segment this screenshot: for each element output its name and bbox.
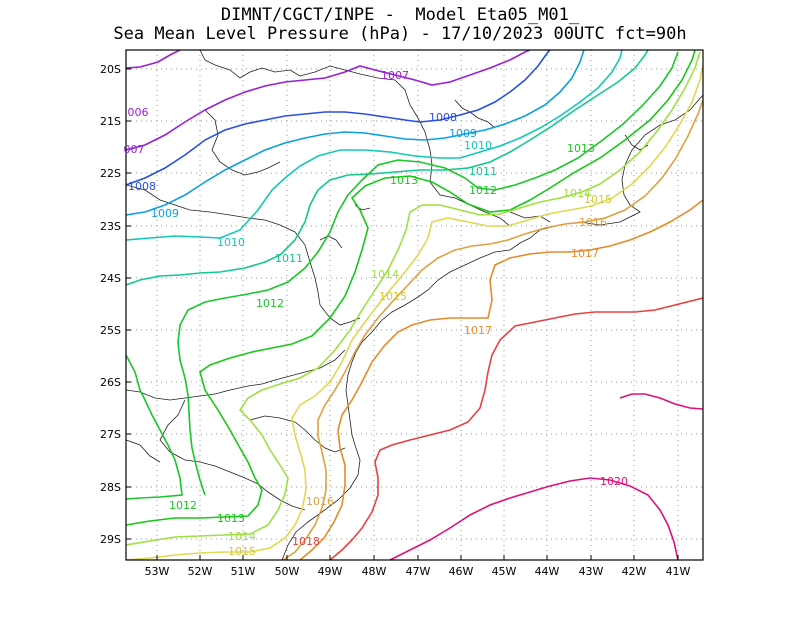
y-tick-label: 25S (100, 324, 121, 337)
isobar-label: 1010 (464, 139, 492, 152)
x-tick-label: 43W (579, 565, 604, 578)
x-tick-label: 46W (449, 565, 474, 578)
isobar-label: 1017 (464, 324, 492, 337)
x-tick-label: 44W (535, 565, 560, 578)
chart-title: DIMNT/CGCT/INPE - Model Eta05_M01_ Sea M… (0, 6, 800, 44)
isobar-1006 (126, 50, 181, 69)
isobar-1006-b (126, 50, 531, 151)
isobar-label: 1013 (390, 174, 418, 187)
isobar-1011 (126, 50, 649, 286)
isobar-1014 (126, 51, 701, 546)
isobar-1016 (282, 99, 703, 560)
isobar-label: 1011 (469, 165, 497, 178)
x-tick-labels: 53W 52W 51W 50W 49W 48W 47W 46W 45W 44W … (145, 565, 691, 578)
y-tick-label: 24S (100, 272, 121, 285)
isobar-label: 1008 (429, 111, 457, 124)
y-tick-label: 20S (100, 63, 121, 76)
isobar-1009 (126, 50, 585, 216)
x-tick-label: 42W (622, 565, 647, 578)
isobar-label: 1007 (381, 69, 409, 82)
isobar-label: 1020 (600, 475, 628, 488)
isobar-label: 1014 (228, 530, 256, 543)
isobar-label: 1015 (228, 545, 256, 558)
isobar-label: 1018 (292, 535, 320, 548)
isobar-label: 1017 (571, 247, 599, 260)
isobar-1020-b (619, 393, 703, 410)
x-tick-label: 52W (188, 565, 213, 578)
isobar-1015 (126, 64, 703, 560)
x-tick-label: 48W (362, 565, 387, 578)
y-tick-label: 23S (100, 220, 121, 233)
isobar-label: 1013 (217, 512, 245, 525)
y-tick-labels: 20S 21S 22S 23S 24S 25S 26S 27S 28S 29S (100, 63, 121, 546)
isobar-label: 006 (128, 106, 149, 119)
y-tick-label: 26S (100, 376, 121, 389)
title-line-1: DIMNT/CGCT/INPE - Model Eta05_M01_ (220, 5, 580, 25)
isobar-1020 (389, 477, 679, 560)
coastline-and-borders (126, 50, 703, 560)
x-tick-label: 49W (318, 565, 343, 578)
x-tick-label: 51W (231, 565, 256, 578)
tick-marks (126, 68, 679, 560)
y-tick-label: 27S (100, 428, 121, 441)
isobar-labels: 006 007 1007 1008 1008 1009 1009 1010 10… (124, 69, 629, 558)
isobar-label: 1013 (567, 142, 595, 155)
y-tick-label: 21S (100, 115, 121, 128)
isobar-label: 1012 (256, 297, 284, 310)
isobar-1013 (126, 50, 696, 526)
x-tick-label: 45W (492, 565, 517, 578)
isobars (126, 50, 703, 560)
isobar-label: 1015 (379, 290, 407, 303)
isobar-label: 1016 (306, 495, 334, 508)
isobar-1017 (299, 199, 703, 560)
isobar-1012-b (177, 51, 679, 496)
isobar-label: 1010 (217, 236, 245, 249)
title-line-2: Sea Mean Level Pressure (hPa) - 17/10/20… (113, 24, 687, 44)
isobar-label: 1012 (169, 499, 197, 512)
isobar-label: 1011 (275, 252, 303, 265)
isobar-1008 (126, 50, 551, 186)
x-tick-label: 50W (275, 565, 300, 578)
isobar-label: 007 (124, 143, 145, 156)
x-tick-label: 53W (145, 565, 170, 578)
plot-frame (125, 49, 704, 561)
isobar-label: 1009 (151, 207, 179, 220)
y-tick-label: 28S (100, 481, 121, 494)
isobar-label: 1012 (469, 184, 497, 197)
isobar-label: 1014 (563, 187, 591, 200)
isobar-label: 1009 (449, 127, 477, 140)
isobar-label: 1016 (579, 216, 607, 229)
isobar-label: 1015 (584, 193, 612, 206)
isobar-1010 (126, 50, 623, 241)
isobar-label: 1014 (371, 268, 399, 281)
x-tick-label: 41W (666, 565, 691, 578)
y-tick-label: 29S (100, 533, 121, 546)
isobar-1018 (329, 297, 703, 560)
x-tick-label: 47W (406, 565, 431, 578)
isobar-label: 1008 (128, 180, 156, 193)
isobar-1012 (126, 354, 183, 500)
y-tick-label: 22S (100, 167, 121, 180)
